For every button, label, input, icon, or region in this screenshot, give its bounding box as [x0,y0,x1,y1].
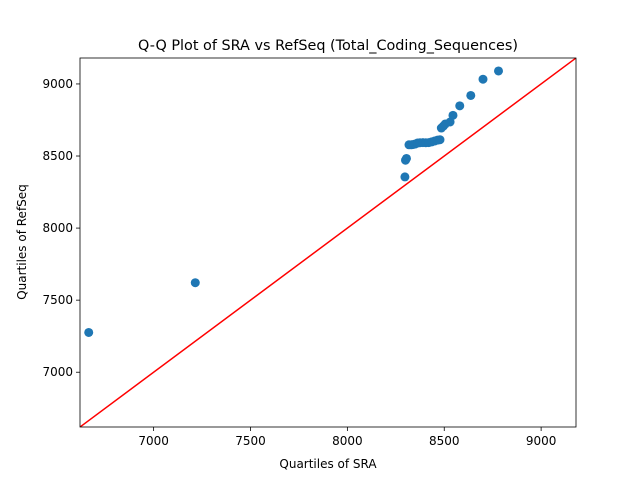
x-tick-label: 7000 [138,434,169,448]
data-points [84,66,503,337]
data-point [400,172,410,182]
data-point [478,74,488,84]
x-tick-label: 7500 [235,434,266,448]
data-point [494,66,503,76]
x-axis-ticks: 7000 7500 8000 8500 9000 [138,427,556,448]
y-axis-ticks: 7000 7500 8000 8500 9000 [42,77,80,379]
x-tick-label: 9000 [526,434,557,448]
data-point [190,278,200,288]
y-tick-label: 8000 [42,221,73,235]
plot-frame [79,57,577,428]
data-point [435,135,445,145]
data-point [448,110,458,120]
reference-line [80,58,576,427]
y-axis-label: Quartiles of RefSeq [15,184,29,300]
data-point [455,101,465,111]
data-point [84,327,94,337]
y-tick-label: 7500 [42,293,73,307]
y-tick-label: 9000 [42,77,73,91]
chart-title: Q-Q Plot of SRA vs RefSeq (Total_Coding_… [138,38,518,54]
y-tick-label: 8500 [42,149,73,163]
x-tick-label: 8500 [429,434,460,448]
data-point [401,153,411,163]
x-axis-label: Quartiles of SRA [279,457,377,471]
y-tick-label: 7000 [42,365,73,379]
plot-area [79,57,577,428]
data-point [466,90,476,100]
x-tick-label: 8000 [332,434,363,448]
